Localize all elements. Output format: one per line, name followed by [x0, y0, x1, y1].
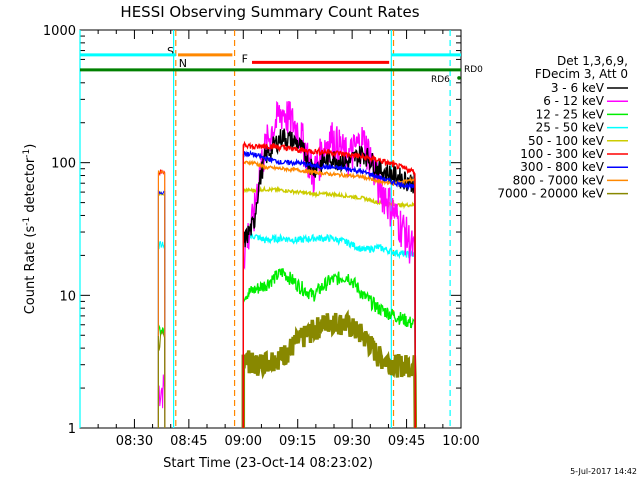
legend: Det 1,3,6,9, FDecim 3, Att 0 3 - 6 keV6 …	[497, 54, 628, 201]
y-tick-label: 1	[68, 422, 76, 437]
series-line-pre	[157, 330, 166, 429]
x-tick-label: 08:45	[170, 434, 207, 449]
y-axis-label: Count Rate (s-1 detector-1)	[22, 144, 38, 315]
chart-title: HESSI Observing Summary Count Rates	[120, 3, 419, 21]
series-line	[242, 159, 416, 429]
legend-label: 12 - 25 keV	[536, 107, 605, 121]
y-tick-label: 1000	[43, 24, 76, 39]
flag-label: F	[242, 52, 248, 65]
flag-label: S	[167, 45, 174, 58]
series-line-pre	[157, 374, 166, 429]
legend-label: 100 - 300 keV	[520, 147, 604, 161]
series-line-pre	[157, 241, 166, 429]
x-tick-label: 08:30	[116, 434, 153, 449]
legend-label: 6 - 12 keV	[543, 94, 605, 108]
footer-date: 5-Jul-2017 14:42	[570, 467, 637, 476]
legend-header-line2: FDecim 3, Att 0	[535, 67, 628, 81]
x-tick-label: 09:00	[225, 434, 262, 449]
x-tick-label: 09:30	[333, 434, 370, 449]
series-line-pre	[157, 190, 166, 429]
series-line	[242, 230, 416, 429]
legend-header-line1: Det 1,3,6,9,	[557, 54, 628, 68]
legend-label: 7000 - 20000 keV	[497, 187, 604, 201]
series-line-pre	[157, 189, 166, 429]
series-line	[242, 140, 416, 429]
series-line	[242, 149, 416, 429]
rd0-label: RD0	[464, 65, 483, 75]
y-tick-label: 100	[51, 157, 76, 172]
x-tick-label: 09:45	[388, 434, 425, 449]
series-line-pre	[157, 169, 166, 429]
series-line	[242, 268, 416, 429]
legend-label: 50 - 100 keV	[528, 134, 605, 148]
legend-label: 3 - 6 keV	[551, 81, 605, 95]
flag-label: N	[179, 57, 187, 70]
y-tick-label: 10	[59, 289, 76, 304]
rd6-marker	[457, 76, 461, 80]
series-line	[242, 185, 416, 429]
series-line	[242, 100, 416, 429]
legend-label: 300 - 800 keV	[520, 160, 604, 174]
x-tick-label: 10:00	[442, 434, 479, 449]
x-axis-label: Start Time (23-Oct-14 08:23:02)	[163, 456, 373, 471]
legend-label: 800 - 7000 keV	[513, 173, 605, 187]
legend-label: 25 - 50 keV	[536, 121, 605, 135]
x-tick-label: 09:15	[279, 434, 316, 449]
rd6-label: RD6	[431, 75, 450, 85]
series-line	[241, 309, 418, 429]
